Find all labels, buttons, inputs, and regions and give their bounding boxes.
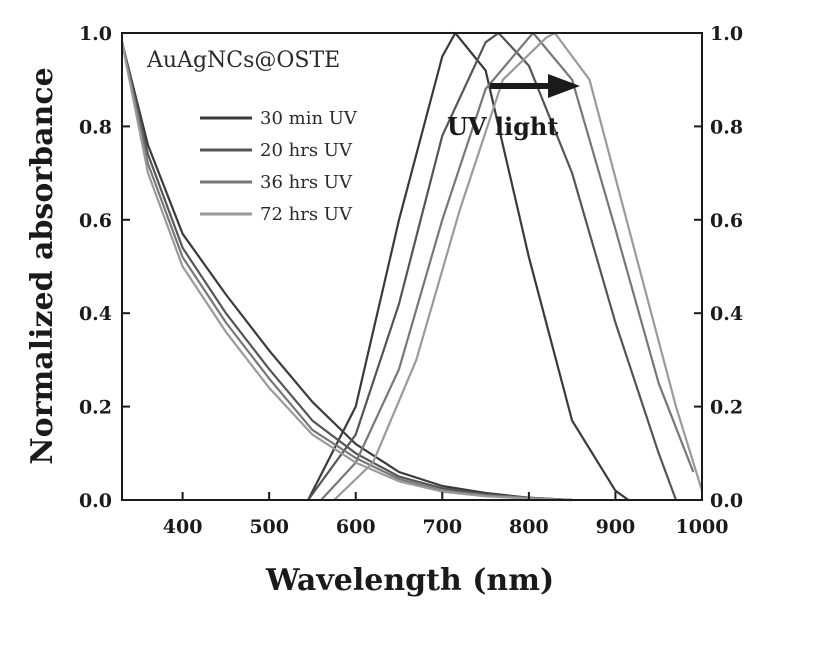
x-axis-title: Wavelength (nm) [265,563,554,598]
series-line-1-nir-peak [307,31,630,501]
uv-light-annotation: UV light [447,112,558,141]
y-tick-label-right: 0.0 [710,490,743,512]
y-tick-label-left: 0.4 [79,303,112,325]
y-tick-label-left: 0.2 [79,397,112,419]
x-tick-label: 600 [336,516,376,538]
y-tick-label-left: 0.0 [79,490,112,512]
x-tick-label: 500 [249,516,289,538]
y-axis-right: 0.0 0.2 0.4 0.6 0.8 1.0 [694,23,743,512]
y-tick-label-left: 0.6 [79,210,112,232]
y-axis-title: Normalized absorbance [25,67,60,464]
legend: 30 min UV 20 hrs UV 36 hrs UV 72 hrs UV [200,108,358,225]
x-tick-label: 700 [422,516,462,538]
x-tick-label: 1000 [676,516,729,538]
y-tick-label-right: 0.4 [710,303,743,325]
chart-title: AuAgNCs@OSTE [146,48,340,73]
legend-label: 30 min UV [260,108,358,129]
y-tick-label-left: 1.0 [79,23,112,45]
x-tick-label: 900 [596,516,636,538]
y-tick-label-right: 0.8 [710,116,743,138]
x-axis: 400 500 600 700 800 900 1000 [163,492,729,538]
series-line-4-uv-curve [120,42,573,502]
legend-label: 72 hrs UV [260,204,353,225]
legend-label: 36 hrs UV [260,172,353,193]
series-line-1-uv-curve [120,42,573,502]
uv-light-arrow-icon [548,74,580,98]
x-tick-label: 800 [509,516,549,538]
y-axis-left: 0.0 0.2 0.4 0.6 0.8 1.0 [79,23,130,512]
plot-frame [121,32,703,501]
x-tick-label: 400 [163,516,203,538]
y-tick-label-right: 1.0 [710,23,743,45]
series-line-3-nir-peak [320,31,695,501]
y-tick-label-left: 0.8 [79,116,112,138]
y-tick-label-right: 0.6 [710,210,743,232]
legend-label: 20 hrs UV [260,140,353,161]
series-line-4-nir-peak [333,31,704,501]
y-tick-label-right: 0.2 [710,397,743,419]
series-layer [120,31,704,502]
